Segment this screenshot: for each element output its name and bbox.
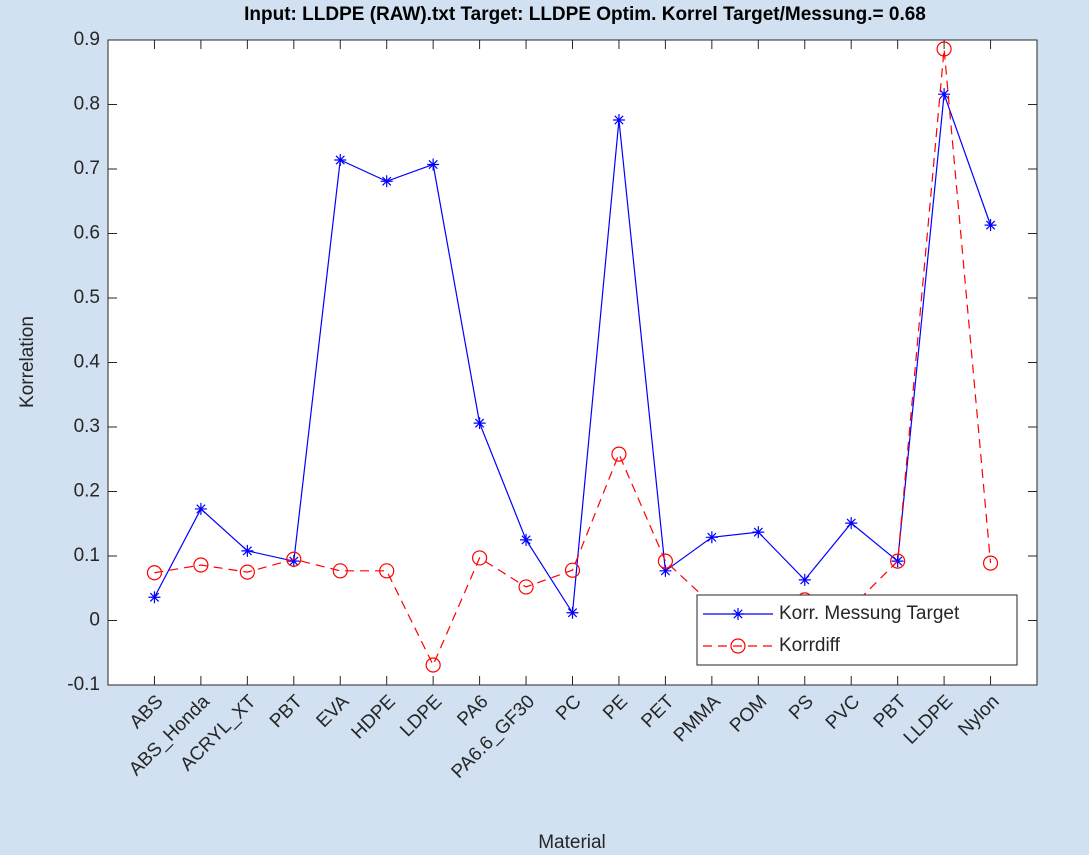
x-tick-label: PET	[638, 691, 679, 732]
data-point	[427, 158, 440, 171]
x-tick-label: PMMA	[670, 691, 725, 746]
y-tick-label: 0.5	[74, 287, 100, 308]
data-point	[286, 551, 302, 567]
chart-title: Input: LLDPE (RAW).txt Target: LLDPE Opt…	[244, 4, 926, 25]
data-point	[520, 533, 533, 546]
data-point	[379, 563, 395, 579]
x-tick-label: HDPE	[348, 691, 400, 743]
x-tick-label: ABS	[126, 691, 168, 733]
y-tick-label: 0.2	[74, 481, 100, 502]
data-point	[890, 553, 906, 569]
y-tick-label: 0.1	[74, 545, 100, 566]
x-tick-label: Nylon	[954, 691, 1003, 740]
legend-label: Korrdiff	[779, 635, 841, 656]
data-point	[938, 88, 951, 101]
data-point	[148, 591, 161, 604]
data-point	[472, 550, 488, 566]
axes-box	[107, 39, 1038, 686]
data-point	[657, 553, 674, 569]
y-tick-label: 0.7	[74, 158, 100, 179]
y-tick-label: -0.1	[67, 674, 100, 695]
data-point	[334, 153, 347, 166]
x-tick-label: PBT	[870, 691, 911, 732]
legend-marker	[730, 638, 746, 654]
data-point	[287, 555, 300, 568]
x-tick-label: PA6	[453, 691, 492, 730]
x-axis-label: Material	[538, 832, 606, 853]
data-point	[752, 526, 765, 539]
data-point	[936, 41, 952, 57]
y-tick-label: 0.4	[74, 352, 101, 373]
data-point	[425, 657, 441, 673]
data-point	[332, 563, 348, 579]
x-tick-label: PBT	[266, 691, 307, 732]
data-point	[473, 417, 486, 430]
legend-marker	[732, 608, 744, 620]
y-tick-label: 0.3	[74, 416, 100, 437]
x-tick-label: LLDPE	[900, 691, 957, 748]
data-point	[798, 573, 811, 586]
y-tick-label: 0.6	[74, 223, 100, 244]
data-point	[241, 544, 254, 557]
x-tick-label: PS	[785, 691, 818, 724]
legend: Korr. Messung Target Korrdiff	[696, 594, 1018, 666]
x-tick-label: LDPE	[396, 691, 446, 741]
legend-label: Korr. Messung Target	[779, 603, 960, 624]
data-point	[845, 517, 858, 530]
plot-area	[108, 40, 1037, 685]
data-point	[611, 446, 627, 462]
data-point	[891, 555, 904, 568]
x-tick-label: PVC	[822, 691, 864, 733]
data-point	[239, 564, 255, 580]
data-point	[380, 175, 393, 188]
x-tick-label: PC	[552, 691, 586, 725]
data-point	[518, 579, 534, 595]
y-tick-label: 0	[89, 610, 100, 631]
data-point	[194, 502, 207, 515]
x-tick-label: PA6.6_GF30	[448, 691, 540, 783]
x-tick-label: PE	[599, 691, 632, 724]
x-tick-label: EVA	[313, 691, 354, 732]
y-axis-label: Korrelation	[17, 316, 38, 408]
data-point	[193, 557, 209, 573]
data-point	[659, 564, 672, 577]
data-point	[612, 113, 625, 126]
y-tick-label: 0.9	[74, 29, 100, 50]
data-point	[982, 555, 999, 571]
x-tick-label: POM	[726, 691, 771, 736]
data-point	[705, 531, 718, 544]
y-tick-label: 0.8	[74, 94, 100, 115]
data-point	[566, 606, 579, 619]
data-point	[564, 562, 581, 578]
data-point	[984, 219, 997, 232]
legend-box	[696, 594, 1018, 666]
data-point	[146, 565, 163, 581]
